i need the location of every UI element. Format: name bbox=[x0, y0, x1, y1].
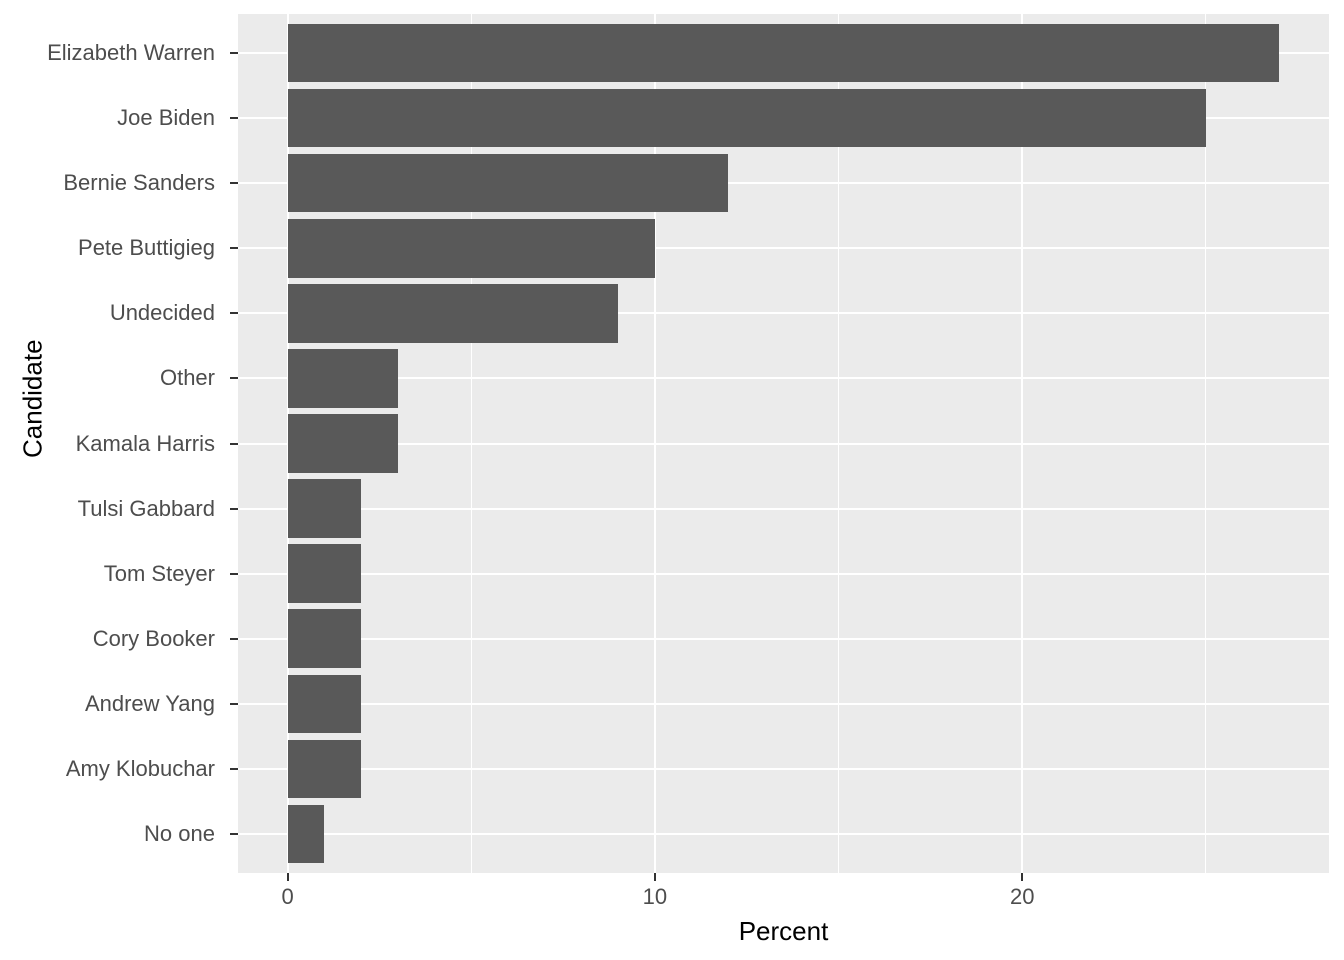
h-gridline bbox=[238, 247, 1329, 250]
x-tick-mark bbox=[286, 873, 289, 881]
h-gridline bbox=[238, 312, 1329, 315]
y-tick-mark bbox=[230, 247, 238, 250]
y-tick-mark bbox=[230, 182, 238, 185]
y-tick-label: Other bbox=[159, 365, 215, 391]
y-tick-label: No one bbox=[144, 820, 215, 846]
y-tick-mark bbox=[230, 832, 238, 835]
bar bbox=[287, 414, 398, 473]
y-tick-mark bbox=[230, 572, 238, 575]
y-tick-mark bbox=[230, 767, 238, 770]
bar bbox=[287, 23, 1280, 83]
h-gridline bbox=[238, 182, 1329, 185]
x-minor-gridline bbox=[470, 14, 472, 873]
h-gridline bbox=[238, 832, 1329, 835]
y-tick-mark bbox=[230, 507, 238, 510]
h-gridline bbox=[238, 442, 1329, 445]
plot-panel bbox=[238, 14, 1329, 873]
y-tick-mark bbox=[230, 442, 238, 445]
bar bbox=[287, 218, 655, 278]
y-tick-mark bbox=[230, 117, 238, 120]
h-gridline bbox=[238, 507, 1329, 510]
y-tick-mark bbox=[230, 52, 238, 55]
x-major-gridline bbox=[653, 14, 656, 873]
x-axis-title: Percent bbox=[738, 916, 829, 946]
x-minor-gridline bbox=[1205, 14, 1207, 873]
y-tick-mark bbox=[230, 377, 238, 380]
x-tick-mark bbox=[653, 873, 656, 881]
y-tick-mark bbox=[230, 702, 238, 705]
y-tick-label: Kamala Harris bbox=[75, 430, 215, 456]
y-tick-mark bbox=[230, 637, 238, 640]
x-tick-mark bbox=[1021, 873, 1024, 881]
h-gridline bbox=[238, 377, 1329, 380]
bar bbox=[287, 609, 362, 668]
y-tick-label: Andrew Yang bbox=[84, 690, 215, 716]
y-tick-label: Undecided bbox=[109, 300, 215, 326]
bar bbox=[287, 739, 362, 799]
bar bbox=[287, 479, 362, 538]
y-tick-label: Amy Klobuchar bbox=[65, 755, 215, 781]
h-gridline bbox=[238, 767, 1329, 770]
bar bbox=[287, 153, 729, 213]
x-major-gridline bbox=[1021, 14, 1024, 873]
y-tick-label: Bernie Sanders bbox=[63, 170, 215, 196]
y-tick-label: Pete Buttigieg bbox=[78, 235, 215, 261]
y-tick-label: Cory Booker bbox=[92, 625, 215, 651]
bar bbox=[287, 284, 619, 343]
bar bbox=[287, 349, 398, 408]
y-tick-label: Tulsi Gabbard bbox=[77, 495, 215, 521]
bar bbox=[287, 674, 362, 734]
h-gridline bbox=[238, 637, 1329, 640]
bar bbox=[287, 88, 1206, 148]
y-tick-label: Tom Steyer bbox=[103, 560, 215, 586]
x-minor-gridline bbox=[838, 14, 840, 873]
y-tick-label: Joe Biden bbox=[117, 105, 215, 131]
bar bbox=[287, 544, 362, 603]
x-tick-label: 20 bbox=[1010, 884, 1035, 909]
y-tick-label: Elizabeth Warren bbox=[47, 40, 215, 66]
x-tick-label: 0 bbox=[281, 884, 294, 909]
y-tick-mark bbox=[230, 312, 238, 315]
h-gridline bbox=[238, 702, 1329, 705]
x-tick-label: 10 bbox=[642, 884, 668, 909]
h-gridline bbox=[238, 572, 1329, 575]
bar bbox=[287, 804, 325, 864]
